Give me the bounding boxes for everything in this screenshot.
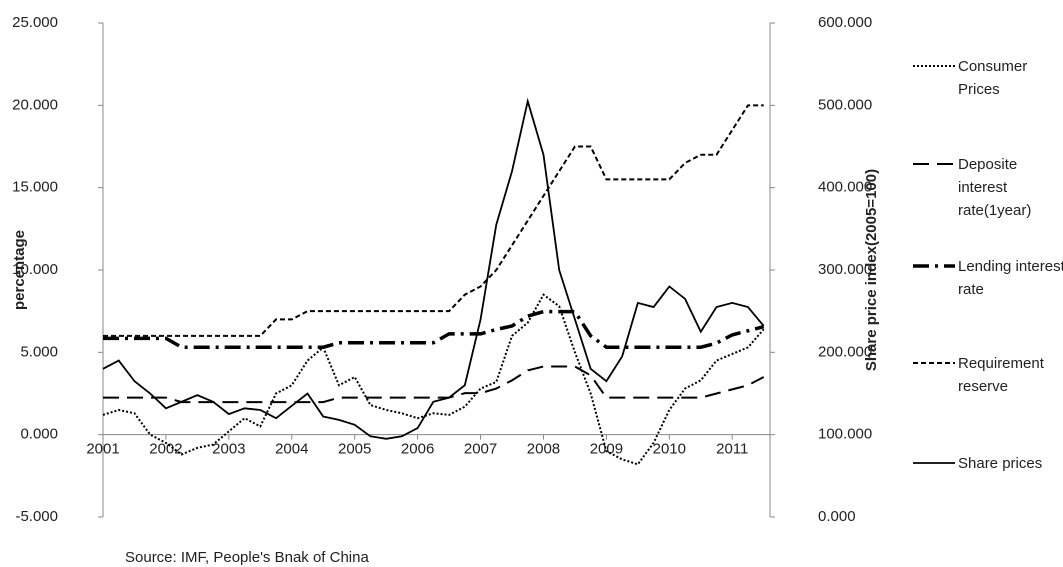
y-axis-title: percentage xyxy=(11,230,28,310)
y2-tick-label: 100.000 xyxy=(818,426,872,443)
legend-item: Consumer Prices xyxy=(910,55,1063,101)
legend-label: Lending interest rate xyxy=(958,258,1063,298)
x-tick-label: 2003 xyxy=(212,441,245,458)
x-tick-label: 2006 xyxy=(401,441,434,458)
y2-tick-label: 400.000 xyxy=(818,179,872,196)
series-line xyxy=(103,104,764,337)
x-tick-label: 2004 xyxy=(275,441,308,458)
x-tick-label: 2010 xyxy=(653,441,686,458)
x-tick-label: 2002 xyxy=(149,441,182,458)
y2-tick-label: 0.000 xyxy=(818,508,856,525)
y-tick-label: 25.000 xyxy=(12,14,58,31)
x-tick-label: 2009 xyxy=(590,441,623,458)
legend-item: Share prices xyxy=(910,452,1063,475)
legend-label: Requirement reserve xyxy=(958,355,1044,395)
legend-swatch xyxy=(913,362,955,364)
y-tick-label: 15.000 xyxy=(12,179,58,196)
series-line xyxy=(103,309,765,349)
source-note: Source: IMF, People's Bnak of China xyxy=(125,549,369,566)
x-tick-label: 2007 xyxy=(464,441,497,458)
legend-item: Requirement reserve xyxy=(910,352,1063,398)
x-tick-label: 2011 xyxy=(716,441,748,458)
series-line xyxy=(102,97,765,440)
legend-label: Consumer Prices xyxy=(958,58,1028,98)
legend-swatch xyxy=(913,264,955,268)
legend-swatch xyxy=(913,163,955,165)
y-tick-label: 10.000 xyxy=(12,261,58,278)
legend-label: Share prices xyxy=(958,455,1043,472)
y2-tick-label: 200.000 xyxy=(818,343,872,360)
y2-tick-label: 600.000 xyxy=(818,14,872,31)
legend-item: Lending interest rate xyxy=(910,255,1063,301)
legend-swatch xyxy=(913,462,955,464)
y2-tick-label: 500.000 xyxy=(818,96,872,113)
y-tick-label: 0.000 xyxy=(20,426,58,443)
legend-swatch xyxy=(913,65,955,67)
legend-item: Deposite interest rate(1year) xyxy=(910,153,1063,222)
y2-tick-label: 300.000 xyxy=(818,261,872,278)
y-tick-label: -5.000 xyxy=(15,508,58,525)
x-tick-label: 2005 xyxy=(338,441,371,458)
y-tick-label: 20.000 xyxy=(12,96,58,113)
x-tick-label: 2008 xyxy=(527,441,560,458)
legend-label: Deposite interest rate(1year) xyxy=(958,156,1032,219)
series-line xyxy=(102,293,765,466)
x-tick-label: 2001 xyxy=(86,441,119,458)
y2-axis-title: Share price index(2005=100) xyxy=(863,169,880,371)
y-tick-label: 5.000 xyxy=(20,343,58,360)
